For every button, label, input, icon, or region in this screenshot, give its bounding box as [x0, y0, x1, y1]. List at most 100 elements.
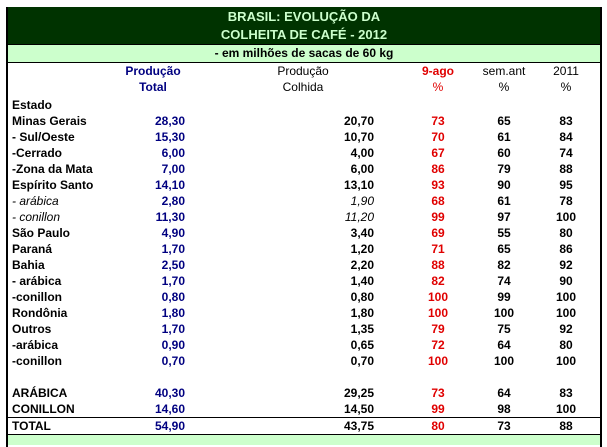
header-2011: 2011% — [543, 63, 589, 95]
pct-semant: 100 — [493, 306, 515, 320]
table-title: BRASIL: EVOLUÇÃO DA COLHEITA DE CAFÉ - 2… — [8, 7, 600, 44]
pct-9ago: 82 — [431, 274, 445, 288]
production-total: 28,30 — [154, 114, 185, 128]
pct-2011: 80 — [559, 338, 573, 352]
pct-9ago: 79 — [431, 322, 445, 336]
header-colhida: Produção Colhida — [258, 63, 348, 95]
table-row: Rondônia 1,80 1,80 100 100 100 — [8, 305, 600, 321]
production-total: 14,10 — [154, 178, 185, 192]
table-row: Minas Gerais 28,30 20,70 73 65 83 — [8, 113, 600, 129]
pct-semant: 61 — [497, 130, 511, 144]
production-total: 7,00 — [161, 162, 185, 176]
header-9ago: 9-ago% — [413, 63, 463, 95]
header-semant-line1: sem.ant — [482, 64, 526, 78]
pct-2011: 78 — [559, 194, 573, 208]
pct-2011: 84 — [559, 130, 573, 144]
pct-9ago: 73 — [431, 114, 445, 128]
pct-2011: 83 — [559, 114, 573, 128]
pct-2011: 100 — [555, 402, 577, 416]
blank-row — [8, 369, 600, 385]
pct-9ago: 67 — [431, 146, 445, 160]
production-harvested: 11,20 — [344, 210, 374, 224]
pct-9ago: 100 — [427, 306, 449, 320]
pct-9ago: 72 — [431, 338, 445, 352]
pct-semant: 97 — [497, 210, 511, 224]
pct-2011: 74 — [559, 146, 573, 160]
pct-semant: 75 — [497, 322, 511, 336]
table-row: - Sul/Oeste 15,30 10,70 70 61 84 — [8, 129, 600, 145]
pct-9ago: 100 — [427, 290, 449, 304]
table-row: -Cerrado 6,00 4,00 67 60 74 — [8, 145, 600, 161]
pct-semant: 99 — [497, 290, 511, 304]
header-2011-line2: % — [560, 80, 572, 94]
production-total: 14,60 — [154, 402, 185, 416]
production-harvested: 0,65 — [350, 338, 374, 352]
production-harvested: 20,70 — [343, 114, 374, 128]
pct-2011: 100 — [555, 290, 577, 304]
row-name: - arábica — [12, 274, 62, 288]
table-row: - conillon 11,30 11,20 99 97 100 — [8, 209, 600, 225]
header-colhida-line2: Colhida — [282, 80, 324, 94]
header-total-line2: Total — [139, 80, 167, 94]
production-total: 1,70 — [161, 274, 185, 288]
pct-2011: 88 — [559, 419, 573, 433]
pct-semant: 65 — [497, 242, 511, 256]
row-name: Outros — [12, 322, 52, 336]
table-row: Espírito Santo 14,10 13,10 93 90 95 — [8, 177, 600, 193]
row-name: -conillon — [12, 354, 62, 368]
production-harvested: 6,00 — [350, 162, 374, 176]
pct-2011: 92 — [559, 258, 573, 272]
production-harvested: 13,10 — [343, 178, 374, 192]
production-harvested: 2,20 — [350, 258, 374, 272]
production-harvested: 0,70 — [350, 354, 374, 368]
production-harvested: 10,70 — [343, 130, 374, 144]
pct-semant: 74 — [497, 274, 511, 288]
pct-9ago: 99 — [431, 210, 445, 224]
production-harvested: 0,80 — [350, 290, 374, 304]
production-total: 0,80 — [161, 290, 185, 304]
production-harvested: 1,40 — [350, 274, 374, 288]
production-total: 0,90 — [161, 338, 185, 352]
production-total: 15,30 — [154, 130, 185, 144]
pct-2011: 86 — [559, 242, 573, 256]
pct-9ago: 88 — [431, 258, 445, 272]
pct-9ago: 70 — [431, 130, 445, 144]
pct-semant: 65 — [497, 114, 511, 128]
pct-2011: 95 — [559, 178, 573, 192]
harvest-table: BRASIL: EVOLUÇÃO DA COLHEITA DE CAFÉ - 2… — [6, 7, 602, 447]
pct-semant: 64 — [497, 338, 511, 352]
production-harvested: 1,80 — [350, 306, 374, 320]
footer-note-band — [8, 435, 600, 445]
header-2011-line1: 2011 — [553, 64, 579, 78]
pct-9ago: 86 — [431, 162, 445, 176]
table-row: - arábica 2,80 1,90 68 61 78 — [8, 193, 600, 209]
pct-9ago: 80 — [431, 419, 445, 433]
title-line-1: BRASIL: EVOLUÇÃO DA — [227, 9, 381, 24]
title-line-2: COLHEITA DE CAFÉ - 2012 — [220, 27, 388, 42]
table-row: São Paulo 4,90 3,40 69 55 80 — [8, 225, 600, 241]
production-total: 11,30 — [155, 210, 185, 224]
table-row: CONILLON 14,60 14,50 99 98 100 — [8, 401, 600, 417]
production-total: 2,80 — [161, 194, 185, 208]
pct-9ago: 100 — [427, 354, 449, 368]
pct-semant: 73 — [497, 419, 511, 433]
pct-2011: 83 — [559, 386, 573, 400]
pct-2011: 100 — [555, 210, 577, 224]
row-name: CONILLON — [12, 402, 75, 416]
header-9ago-line1: 9-ago — [421, 64, 454, 78]
production-total: 54,90 — [154, 419, 185, 433]
column-headers: Produção Total Produção Colhida 9-ago% sem… — [8, 63, 600, 97]
table-row: -conillon 0,70 0,70 100 100 100 — [8, 353, 600, 369]
pct-9ago: 69 — [431, 226, 445, 240]
header-total-line1: Produção — [125, 64, 181, 78]
production-harvested: 29,25 — [343, 386, 374, 400]
pct-9ago: 93 — [431, 178, 445, 192]
pct-semant: 60 — [497, 146, 511, 160]
pct-semant: 90 — [497, 178, 511, 192]
pct-9ago: 71 — [431, 242, 445, 256]
header-semant: sem.ant% — [478, 63, 530, 95]
pct-semant: 82 — [497, 258, 511, 272]
estado-label-row: Estado — [8, 97, 600, 113]
production-total: 6,00 — [161, 146, 185, 160]
table-row: -conillon 0,80 0,80 100 99 100 — [8, 289, 600, 305]
